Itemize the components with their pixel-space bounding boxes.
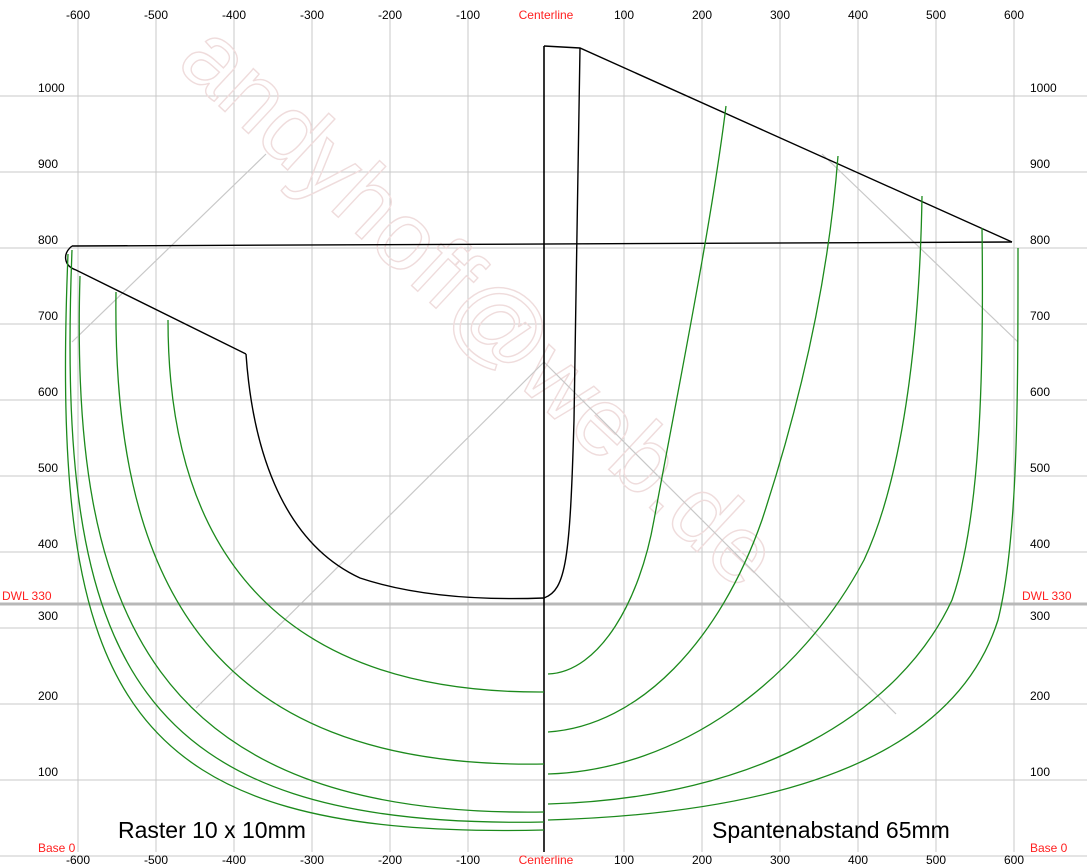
- x-tick-bottom: -300: [300, 853, 324, 867]
- x-axis-bottom: -600 -500 -400 -300 -200 -100 Centerline…: [66, 853, 1024, 867]
- diagonal-left-lower: [195, 361, 545, 709]
- y-tick-left: 200: [38, 689, 58, 703]
- y-tick-right: 300: [1030, 609, 1050, 623]
- y-tick-left: 300: [38, 609, 58, 623]
- frame-fwd: [547, 155, 839, 733]
- y-tick-left-base: Base 0: [38, 841, 76, 855]
- x-tick-top: 600: [1004, 8, 1024, 22]
- frame-fwd: [547, 195, 923, 775]
- y-tick-left: 1000: [38, 81, 65, 95]
- y-tick-right: 200: [1030, 689, 1050, 703]
- transom-outline: [245, 353, 545, 600]
- x-tick-top: -600: [66, 8, 90, 22]
- y-tick-left: 900: [38, 157, 58, 171]
- y-tick-right: 400: [1030, 537, 1050, 551]
- watermark: andyhoff@web.de: [161, 2, 800, 608]
- spacing-note: Spantenabstand 65mm: [712, 817, 950, 843]
- x-tick-bottom: -600: [66, 853, 90, 867]
- sheer-right: [543, 45, 1013, 243]
- x-tick-top: -400: [222, 8, 246, 22]
- y-tick-right-base: Base 0: [1030, 841, 1068, 855]
- frame-fwd: [547, 105, 727, 675]
- frames-aft: [64, 249, 545, 832]
- diagonal-left-upper: [71, 153, 267, 343]
- frame-aft: [69, 249, 545, 823]
- y-tick-right: 1000: [1030, 81, 1057, 95]
- x-tick-top-centerline: Centerline: [519, 8, 574, 22]
- sheer-left: [65, 245, 247, 355]
- y-tick-right: 700: [1030, 309, 1050, 323]
- y-tick-left: 800: [38, 233, 58, 247]
- sheer-horizontal: [71, 241, 1013, 247]
- y-tick-right: 600: [1030, 385, 1050, 399]
- x-tick-top: -500: [144, 8, 168, 22]
- y-tick-right: 900: [1030, 157, 1050, 171]
- x-tick-bottom: -100: [456, 853, 480, 867]
- y-tick-right: 800: [1030, 233, 1050, 247]
- stem-outline: [543, 47, 581, 599]
- x-tick-bottom: -400: [222, 853, 246, 867]
- frame-fwd: [547, 247, 1019, 821]
- x-tick-bottom: 100: [614, 853, 634, 867]
- frame-aft: [78, 275, 545, 813]
- y-axis-left: 1000 900 800 700 600 500 400 DWL 330 300…: [2, 81, 76, 855]
- y-tick-left-dwl: DWL 330: [2, 589, 52, 603]
- frame-aft: [115, 291, 545, 765]
- y-tick-left: 500: [38, 461, 58, 475]
- frames-fwd: [547, 105, 1019, 821]
- x-tick-bottom: 600: [1004, 853, 1024, 867]
- y-tick-left: 400: [38, 537, 58, 551]
- y-tick-right: 100: [1030, 765, 1050, 779]
- y-tick-right: 500: [1030, 461, 1050, 475]
- x-tick-top: -100: [456, 8, 480, 22]
- x-tick-top: 100: [614, 8, 634, 22]
- y-tick-left: 700: [38, 309, 58, 323]
- frame-fwd: [547, 227, 984, 805]
- x-tick-top: -200: [378, 8, 402, 22]
- x-tick-top: 300: [770, 8, 790, 22]
- x-tick-top: 200: [692, 8, 712, 22]
- x-tick-bottom-centerline: Centerline: [519, 853, 574, 867]
- frame-aft: [64, 253, 545, 832]
- y-tick-left: 600: [38, 385, 58, 399]
- y-tick-right-dwl: DWL 330: [1022, 589, 1072, 603]
- x-tick-bottom: 200: [692, 853, 712, 867]
- x-tick-bottom: -200: [378, 853, 402, 867]
- diagonal-right-lower: [543, 361, 897, 715]
- x-axis-top: -600 -500 -400 -300 -200 -100 Centerline…: [66, 8, 1024, 22]
- x-tick-top: 500: [926, 8, 946, 22]
- frame-aft: [167, 319, 545, 693]
- x-tick-bottom: -500: [144, 853, 168, 867]
- y-tick-left: 100: [38, 765, 58, 779]
- x-tick-top: -300: [300, 8, 324, 22]
- x-tick-bottom: 500: [926, 853, 946, 867]
- raster-note: Raster 10 x 10mm: [118, 817, 306, 843]
- x-tick-bottom: 400: [848, 853, 868, 867]
- y-axis-right: 1000 900 800 700 600 500 400 DWL 330 300…: [1022, 81, 1072, 855]
- x-tick-bottom: 300: [770, 853, 790, 867]
- x-tick-top: 400: [848, 8, 868, 22]
